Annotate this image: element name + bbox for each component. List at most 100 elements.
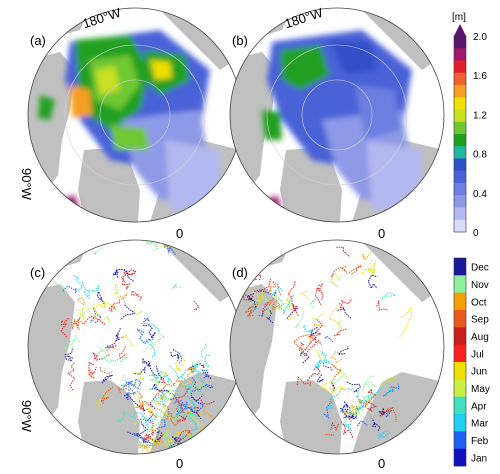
buoy-track (101, 374, 113, 384)
buoy-track (71, 318, 76, 330)
buoy-track (292, 303, 297, 312)
buoy-track (177, 388, 190, 407)
buoy-track (179, 433, 189, 441)
buoy-track (191, 394, 204, 402)
buoy-track (367, 258, 376, 274)
buoy-track (346, 381, 361, 393)
buoy-track (186, 395, 196, 413)
buoy-track (357, 400, 377, 412)
longitude-label-0-b: 0 (378, 226, 385, 241)
buoy-track (175, 354, 185, 365)
month-label: May (471, 384, 490, 395)
buoy-track (91, 284, 100, 293)
colorbar-segment (454, 97, 466, 110)
month-label: Sep (471, 315, 489, 326)
buoy-track (74, 317, 81, 330)
buoy-track (185, 428, 197, 436)
colorbar-segment (454, 195, 466, 208)
buoy-track (114, 282, 119, 298)
buoy-track (328, 306, 343, 332)
grid-lines (266, 44, 408, 186)
buoy-track (362, 381, 376, 391)
buoy-track (329, 373, 345, 384)
buoy-track (258, 308, 268, 317)
buoy-track (331, 385, 347, 394)
buoy-track (160, 433, 172, 451)
thickness-colorbar (453, 24, 467, 233)
buoy-track (176, 416, 186, 423)
colorbar-segment (454, 36, 466, 49)
colorbar-tick-label: 2.0 (473, 32, 487, 43)
buoy-track (109, 356, 129, 363)
buoy-track (118, 410, 136, 423)
longitude-label-90w-a: 90°W (19, 168, 34, 201)
buoy-track (361, 267, 377, 283)
buoy-track (316, 283, 324, 292)
grid-lines (64, 44, 206, 186)
buoy-track (330, 363, 343, 384)
buoy-track (399, 307, 413, 338)
buoy-track (156, 407, 166, 417)
buoy-track (99, 365, 113, 375)
panel-b-frame (229, 7, 445, 223)
buoy-track (309, 382, 319, 390)
buoy-tracks (241, 246, 413, 440)
buoy-track (314, 359, 323, 370)
buoy-track (172, 348, 183, 364)
buoy-track (142, 324, 156, 340)
buoy-track (342, 403, 349, 415)
buoy-track (162, 388, 174, 402)
month-label: Oct (471, 297, 487, 308)
buoy-track (61, 286, 77, 294)
month-colorbar-segment (454, 448, 466, 467)
colorbar-outline (453, 35, 467, 233)
buoy-track (96, 389, 109, 409)
buoy-track (192, 362, 207, 389)
longitude-label-0-d: 0 (378, 456, 385, 469)
colorbar-segment (454, 121, 466, 135)
buoy-track (355, 389, 372, 405)
buoy-track (93, 300, 116, 314)
buoy-track (138, 442, 154, 454)
buoy-track (179, 381, 196, 389)
month-label: Nov (471, 280, 489, 291)
month-colorbar-ticks: Dec Nov Oct Sep Aug Jul Jun May Apr Mar Feb Jan (471, 263, 490, 465)
colorbar-segment (454, 134, 466, 147)
panel-label-c: (c) (30, 265, 45, 280)
buoy-track (170, 351, 180, 362)
month-colorbar-segment (454, 258, 466, 276)
buoy-track (150, 427, 161, 445)
buoy-track (159, 408, 172, 427)
buoy-track (132, 309, 143, 316)
buoy-track (309, 298, 316, 310)
colorbar-segment (454, 146, 466, 159)
buoy-track (272, 285, 283, 295)
colorbar-max-arrow (454, 24, 466, 36)
buoy-track (305, 336, 322, 349)
buoy-track (151, 373, 159, 384)
buoy-track (181, 413, 198, 433)
buoy-track (115, 327, 122, 342)
month-label: Jul (471, 349, 484, 360)
longitude-label-90w-c: 90°W (19, 400, 34, 433)
buoy-track (307, 366, 321, 381)
buoy-track (122, 378, 142, 388)
buoy-track (131, 290, 143, 302)
buoy-track (264, 295, 268, 303)
buoy-track (169, 365, 187, 379)
panel-label-b: (b) (232, 33, 248, 48)
buoy-track (249, 298, 258, 308)
buoy-track (146, 421, 160, 434)
month-label: Jun (471, 367, 487, 378)
buoy-track (265, 290, 284, 308)
buoy-track (267, 305, 281, 314)
buoy-track (203, 406, 213, 419)
buoy-track (52, 279, 66, 294)
buoy-track (329, 273, 342, 288)
colorbar-tick-label: 0 (473, 228, 479, 239)
buoy-track (332, 328, 347, 337)
month-label: Apr (471, 401, 487, 412)
buoy-track (380, 291, 397, 301)
buoy-track (89, 307, 102, 324)
buoy-track (163, 406, 175, 422)
